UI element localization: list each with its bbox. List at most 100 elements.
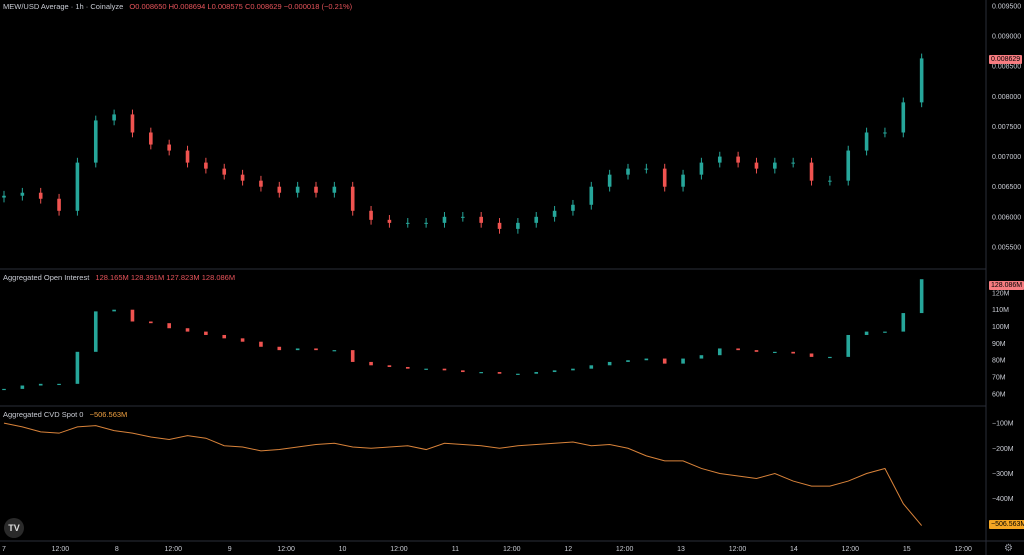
time-axis-tick: 7 xyxy=(2,546,6,553)
oi-bar xyxy=(589,365,594,369)
oi-bar xyxy=(662,358,667,364)
candle-body xyxy=(295,186,300,193)
oi-bar xyxy=(93,311,98,352)
time-axis-tick: 12:00 xyxy=(729,546,747,553)
oi-bar xyxy=(773,351,777,354)
oi-bar xyxy=(130,309,135,322)
oi-bar xyxy=(38,383,43,386)
candle-body xyxy=(314,186,318,193)
oi-bar xyxy=(516,373,520,375)
oi-bar xyxy=(791,351,795,354)
time-axis-tick: 12:00 xyxy=(277,546,295,553)
price-axis-tick: 0.009500 xyxy=(992,4,1021,11)
candle-body xyxy=(571,204,575,211)
cvd-last-tag: −506.563M xyxy=(989,520,1024,529)
candle-body xyxy=(332,186,337,193)
oi-bar xyxy=(919,279,924,314)
oi-bar xyxy=(405,366,410,369)
oi-axis-tick: 100M xyxy=(992,324,1010,331)
time-axis-tick: 12:00 xyxy=(52,546,70,553)
time-axis-tick: 12:00 xyxy=(842,546,860,553)
candle-body xyxy=(369,210,373,220)
time-axis-tick: 11 xyxy=(452,546,459,553)
oi-bar xyxy=(754,350,759,352)
oi-bar xyxy=(901,313,906,332)
oi-bar xyxy=(204,331,208,335)
oi-bar xyxy=(75,351,80,384)
candle-body xyxy=(809,162,814,181)
candle-body xyxy=(387,219,392,223)
oi-bar xyxy=(479,372,483,374)
candle-body xyxy=(736,156,740,163)
oi-legend-title: Aggregated Open Interest xyxy=(3,273,90,282)
candle-body xyxy=(350,186,355,211)
candle-body xyxy=(681,174,685,187)
price-legend-title: MEW/USD Average · 1h · Coinalyze xyxy=(3,2,124,11)
oi-bar xyxy=(626,360,630,362)
candle-body xyxy=(589,186,594,205)
candle-body xyxy=(901,102,906,133)
candle-body xyxy=(883,132,887,134)
candle-body xyxy=(442,216,447,223)
oi-bar xyxy=(809,353,814,357)
cvd-legend: Aggregated CVD Spot 0 −506.563M xyxy=(3,410,127,419)
price-axis-tick: 0.008000 xyxy=(992,94,1021,101)
oi-bar xyxy=(112,309,116,312)
cvd-line xyxy=(3,422,923,526)
candle-body xyxy=(112,114,116,121)
cvd-legend-title: Aggregated CVD Spot 0 xyxy=(3,410,84,419)
oi-legend: Aggregated Open Interest 128.165M 128.39… xyxy=(3,273,235,282)
candle-body xyxy=(405,222,410,224)
oi-bar xyxy=(222,334,227,339)
oi-axis-tick: 90M xyxy=(992,341,1006,348)
candle-body xyxy=(828,180,832,182)
tradingview-logo[interactable]: TV xyxy=(4,518,24,538)
oi-bar xyxy=(20,385,25,389)
candle-body xyxy=(167,144,171,151)
candle-body xyxy=(699,162,704,175)
candle-body xyxy=(662,168,667,187)
candle-body xyxy=(222,168,227,175)
candle-body xyxy=(20,192,25,196)
oi-bar xyxy=(149,321,153,324)
oi-bar xyxy=(497,372,502,374)
oi-bar xyxy=(828,356,832,359)
candle-body xyxy=(424,222,428,224)
candle-body xyxy=(644,168,649,170)
candle-body xyxy=(791,162,795,164)
cvd-axis-tick: −200M xyxy=(992,446,1014,453)
gear-icon[interactable]: ⚙ xyxy=(1004,543,1013,554)
candle-body xyxy=(773,162,777,169)
oi-bar xyxy=(736,348,740,351)
price-axis-tick: 0.007000 xyxy=(992,154,1021,161)
oi-last-tag: 128.086M xyxy=(989,281,1024,290)
time-axis-tick: 12:00 xyxy=(616,546,634,553)
oi-bar xyxy=(699,355,704,359)
oi-bar xyxy=(167,323,171,329)
candle-body xyxy=(185,150,190,163)
time-axis-tick: 15 xyxy=(903,546,911,553)
price-axis-tick: 0.006000 xyxy=(992,214,1021,221)
oi-bar xyxy=(552,370,557,373)
candle-body xyxy=(130,114,135,133)
oi-bar xyxy=(314,348,318,351)
oi-bar xyxy=(424,368,428,370)
oi-bar xyxy=(259,341,263,347)
time-axis-tick: 13 xyxy=(677,546,685,553)
oi-bar xyxy=(277,346,282,351)
oi-bar xyxy=(2,388,6,391)
cvd-axis-tick: −100M xyxy=(992,421,1014,428)
candle-body xyxy=(717,156,722,163)
oi-axis-tick: 60M xyxy=(992,391,1006,398)
candle-body xyxy=(277,186,282,193)
oi-bar xyxy=(644,358,649,361)
price-axis-tick: 0.008500 xyxy=(992,64,1021,71)
price-axis-tick: 0.007500 xyxy=(992,124,1021,131)
oi-axis-tick: 70M xyxy=(992,375,1006,382)
cvd-axis-tick: −400M xyxy=(992,496,1014,503)
time-axis-tick: 9 xyxy=(228,546,232,553)
cvd-legend-values: −506.563M xyxy=(89,410,128,419)
candle-body xyxy=(626,168,630,175)
oi-bar xyxy=(387,365,392,367)
